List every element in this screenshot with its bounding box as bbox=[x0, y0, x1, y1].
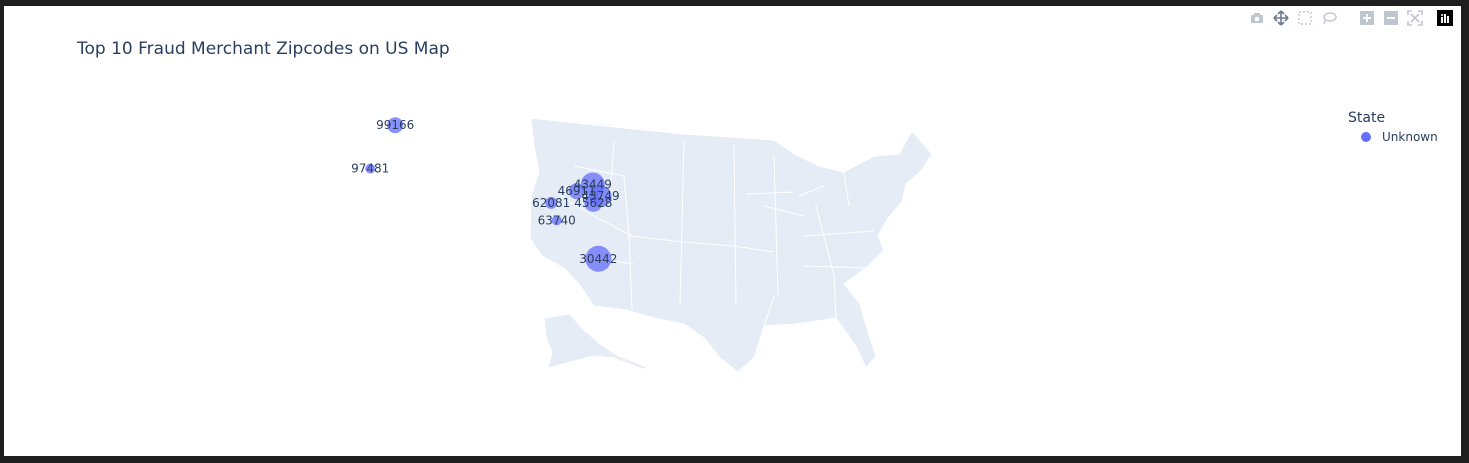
alaska-shape bbox=[543, 313, 655, 371]
legend: State Unknown bbox=[1348, 110, 1438, 144]
zipcode-label-62081: 62081 bbox=[532, 196, 570, 210]
legend-title: State bbox=[1348, 110, 1386, 126]
zipcode-label-45628: 45628 bbox=[574, 196, 612, 210]
pan-icon[interactable] bbox=[1273, 10, 1289, 26]
zipcode-label-30442: 30442 bbox=[579, 252, 617, 266]
lasso-icon[interactable] bbox=[1321, 10, 1337, 26]
us-states bbox=[529, 117, 933, 373]
zoom-out-icon[interactable] bbox=[1383, 10, 1399, 26]
zipcode-marker-99166[interactable] bbox=[387, 117, 404, 134]
zipcode-label-46911: 46911 bbox=[558, 184, 596, 198]
zipcode-marker-30442[interactable] bbox=[585, 245, 612, 272]
markers-layer bbox=[365, 117, 612, 272]
zipcode-label-99166: 99166 bbox=[376, 118, 414, 132]
plot-container: 99166 97481 43449 46911 43749 45628 62081 63740… bbox=[4, 6, 1461, 456]
zipcode-label-43449: 43449 bbox=[574, 177, 612, 191]
zipcode-marker-46911[interactable] bbox=[568, 183, 585, 200]
camera-icon[interactable] bbox=[1249, 10, 1265, 26]
zipcode-label-63740: 63740 bbox=[538, 213, 576, 227]
state-borders bbox=[559, 139, 875, 327]
chart-title: Top 10 Fraud Merchant Zipcodes on US Map bbox=[77, 39, 450, 59]
zipcode-marker-63740[interactable] bbox=[551, 215, 562, 226]
zipcode-marker-62081[interactable] bbox=[545, 196, 558, 209]
zipcode-marker-97481[interactable] bbox=[365, 163, 376, 174]
contiguous-us-shape bbox=[529, 117, 933, 373]
box-select-icon[interactable] bbox=[1297, 10, 1313, 26]
legend-item-unknown[interactable]: Unknown bbox=[1348, 130, 1438, 144]
zipcode-label-43749: 43749 bbox=[581, 189, 619, 203]
plotly-logo-icon[interactable] bbox=[1437, 10, 1453, 26]
modebar bbox=[1241, 10, 1453, 26]
zipcode-label-97481: 97481 bbox=[351, 162, 389, 176]
zipcode-marker-45628[interactable] bbox=[584, 193, 603, 212]
autoscale-icon[interactable] bbox=[1407, 10, 1423, 26]
legend-item-label: Unknown bbox=[1382, 130, 1438, 144]
zoom-in-icon[interactable] bbox=[1359, 10, 1375, 26]
legend-marker-icon bbox=[1361, 132, 1371, 142]
